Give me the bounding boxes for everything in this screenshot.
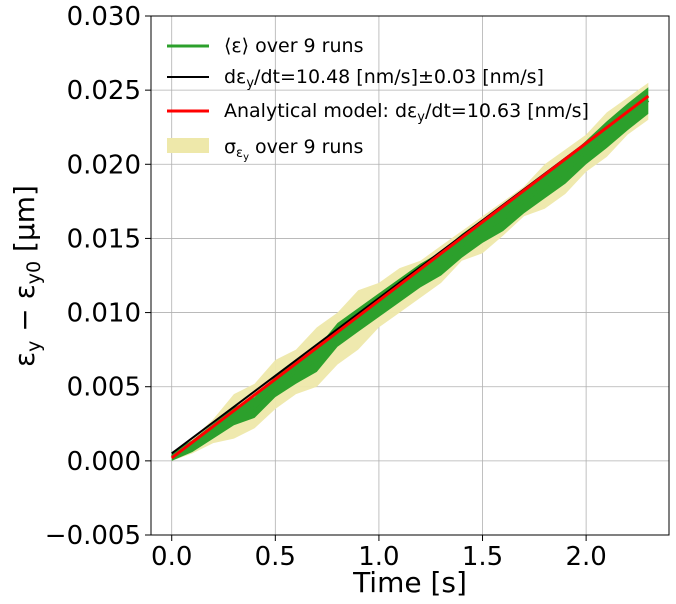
y-tick-label: 0.025 [67,76,141,106]
x-tick-label: 1.0 [358,542,399,572]
y-tick-label: 0.030 [67,2,141,32]
y-axis-label-sub-y0: y0 [23,261,45,284]
y-tick-label: 0.020 [67,150,141,180]
y-tick-label: 0.015 [67,224,141,254]
legend-label-sigma: σεy over 9 runs [224,136,363,163]
y-tick-label: 0.005 [67,373,141,403]
x-tick-label: 0.5 [255,542,296,572]
legend-label-mean: ⟨ε⟩ over 9 runs [224,35,363,57]
y-axis-label-sub-y: y [23,341,45,352]
legend-swatch-sigma [167,138,209,153]
ticks: 0.0 0.5 1.0 1.5 2.0 −0.005 0.000 0.005 0.010 0.01… [45,2,607,572]
x-axis-label: Time [s] [352,566,467,599]
legend-label-model: Analytical model: dεy/dt=10.63 [nm/s] [224,100,589,125]
x-tick-label: 0.0 [151,542,192,572]
y-axis-label-unit: [µm] [8,185,41,261]
x-tick-label: 1.5 [462,542,503,572]
y-axis-label-eps: ε [8,352,41,367]
legend-label-fit: dεy/dt=10.48 [nm/s]±0.03 [nm/s] [224,66,544,91]
y-tick-label: 0.000 [67,447,141,477]
y-tick-label: 0.010 [67,299,141,329]
y-axis-label-minus: − ε [8,284,41,340]
y-tick-label: −0.005 [45,521,141,551]
fit-lines-layer [170,94,650,460]
x-tick-label: 2.0 [565,542,606,572]
plot-frame [150,15,670,536]
model-line-red [170,94,650,460]
legend: ⟨ε⟩ over 9 runs dεy/dt=10.48 [nm/s]±0.03… [167,35,589,163]
mean-series-line [171,99,650,458]
y-axis-label: εy − εy0 [µm] [8,185,45,367]
